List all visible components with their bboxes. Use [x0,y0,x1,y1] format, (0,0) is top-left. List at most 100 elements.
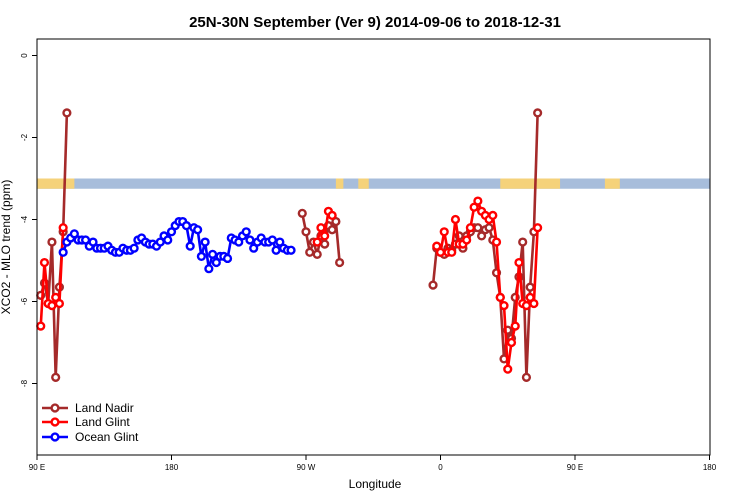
data-point [69,229,79,239]
surface-band [37,178,710,189]
x-tick-label: 180 [703,463,717,472]
data-point [521,372,532,382]
data-point [267,235,277,245]
data-point [533,108,543,118]
data-point [36,321,46,331]
data-point [503,364,513,374]
data-point [297,208,307,218]
x-axis: 90 E 180 90 W 0 90 E 180 [29,455,717,472]
land-band-segment-1 [335,178,344,189]
land-band-segment-4 [604,178,620,189]
x-tick-label: 0 [438,463,443,472]
data-point [312,249,322,259]
data-point [204,264,214,274]
data-point [525,292,535,303]
data-point [510,321,520,331]
legend-swatch-marker [50,417,60,427]
data-point [47,237,57,247]
x-axis-label: Longitude [349,477,402,491]
x-tick-label: 90 W [297,463,316,472]
legend-item: Ocean Glint [42,430,139,444]
data-point [529,298,539,309]
data-point [518,237,528,247]
data-point [488,210,498,221]
legend-swatch-marker [50,403,60,413]
y-tick-label: -2 [20,133,29,141]
legend-label: Land Nadir [75,401,134,415]
data-point [207,249,218,259]
data-point [462,235,472,245]
data-point [533,223,543,233]
data-point [211,257,221,268]
data-point [222,253,233,264]
data-point [469,202,479,212]
data-point [163,235,173,245]
data-point [335,257,345,268]
legend-label: Land Glint [75,415,130,429]
data-point [286,245,296,255]
data-point [495,292,505,303]
series-layer [36,108,543,382]
data-point [491,237,502,247]
land-band-segment-2 [358,178,369,189]
data-point [439,227,449,237]
y-tick-label: -8 [20,379,29,387]
data-point [499,301,509,311]
data-point [301,227,311,237]
data-point [525,282,535,292]
legend-item: Land Nadir [42,401,134,415]
y-axis: 0 -2 -4 -6 -8 [20,53,37,387]
data-point [88,237,98,247]
y-axis-label: XCO2 - MLO trend (ppm) [0,180,13,315]
data-point [200,237,210,247]
data-point [327,225,337,235]
ocean-band [37,178,710,189]
legend-item: Land Glint [42,415,130,429]
data-point [447,247,457,257]
data-point [47,301,57,311]
data-point [241,227,251,237]
data-point [473,223,483,233]
data-point [54,298,65,309]
series-ocean-glint [58,216,296,274]
x-tick-label: 180 [165,463,179,472]
data-point [327,210,337,221]
data-point [234,237,244,247]
data-point [166,227,177,237]
legend-label: Ocean Glint [75,430,139,444]
data-point [185,241,195,251]
data-point [521,301,532,311]
land-band-segment-3 [500,178,561,189]
data-point [331,216,341,227]
data-point [435,247,446,257]
land-band-segment-0 [37,178,75,189]
series-land-glint [36,196,543,374]
data-point [465,223,475,233]
data-point [312,237,322,247]
chart-title: 25N-30N September (Ver 9) 2014-09-06 to … [189,14,561,31]
data-point [196,251,206,262]
data-point [51,292,61,303]
data-point [271,245,281,255]
y-tick-label: -4 [20,215,29,223]
data-point [193,225,203,235]
data-point [249,243,259,253]
data-point [506,337,517,348]
data-point [432,241,442,251]
data-point [275,237,285,247]
data-point [58,247,68,257]
x-tick-label: 90 E [567,463,583,472]
data-point [476,231,487,241]
data-point [320,231,330,241]
data-point [484,223,494,233]
plot-area-frame [36,38,711,456]
data-point [320,239,330,249]
data-point [514,257,524,268]
data-point [181,221,192,231]
data-point [428,280,438,290]
data-point [245,235,255,245]
data-point [58,223,68,233]
data-point [316,223,326,233]
data-point [39,257,50,268]
